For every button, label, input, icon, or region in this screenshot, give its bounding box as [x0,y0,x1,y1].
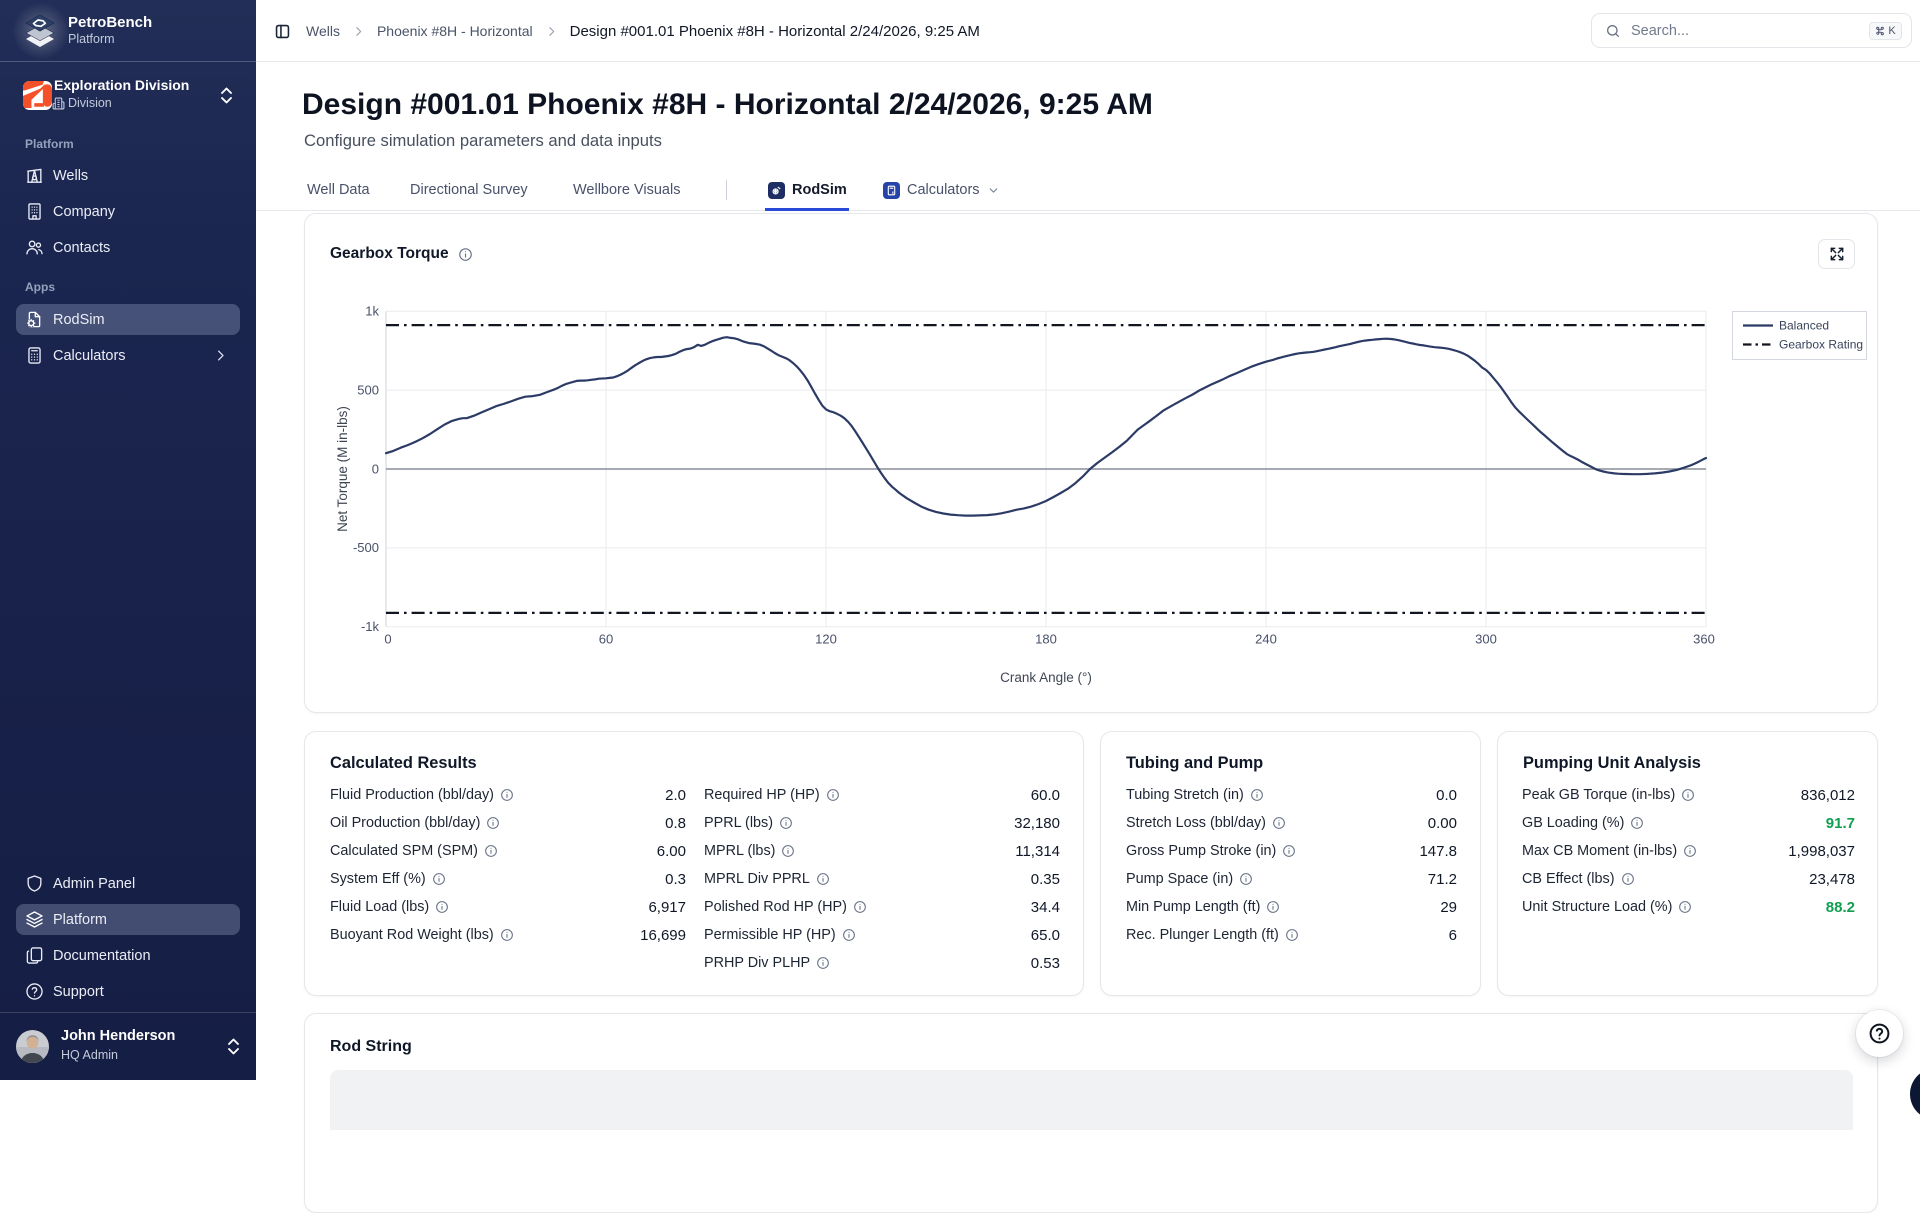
svg-text:-500: -500 [353,540,379,555]
svg-text:60: 60 [599,632,613,647]
svg-text:Balanced: Balanced [1779,319,1829,333]
svg-text:120: 120 [815,632,837,647]
svg-text:300: 300 [1475,632,1497,647]
svg-text:0: 0 [372,461,379,476]
svg-text:1k: 1k [365,304,379,319]
svg-text:-1k: -1k [361,619,380,634]
svg-text:180: 180 [1035,632,1057,647]
svg-text:360: 360 [1693,632,1715,647]
svg-text:500: 500 [357,382,379,397]
svg-text:Net Torque (M in-lbs): Net Torque (M in-lbs) [335,406,350,532]
svg-text:Crank Angle (°): Crank Angle (°) [1000,670,1092,685]
svg-text:Gearbox Rating: Gearbox Rating [1779,338,1863,352]
svg-text:240: 240 [1255,632,1277,647]
svg-text:0: 0 [384,632,391,647]
